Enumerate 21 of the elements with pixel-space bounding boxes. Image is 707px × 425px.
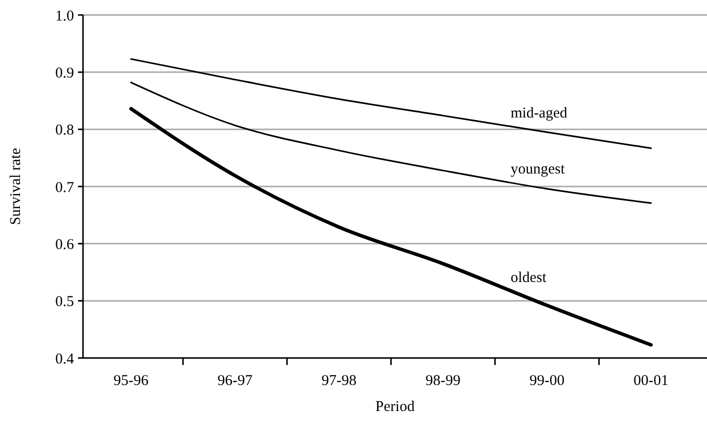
y-tick-label: 0.9 (55, 65, 74, 82)
y-tick-label: 0.6 (55, 236, 74, 253)
y-tick-label: 0.7 (55, 180, 74, 196)
x-tick-label: 98-99 (426, 373, 460, 389)
y-tick-label: 0.4 (55, 351, 74, 368)
y-tick-label: 0.8 (55, 122, 74, 139)
x-tick-label: 97-98 (322, 373, 356, 389)
series-label: mid-aged (510, 105, 568, 122)
x-tick-label: 96-97 (218, 373, 253, 389)
y-axis-title: Survival rate (8, 148, 24, 226)
line-series (130, 82, 652, 204)
series-label: oldest (510, 270, 548, 286)
y-tick-label: 1.0 (55, 8, 74, 24)
x-tick-label: 00-01 (634, 373, 668, 389)
y-tick-label: 0.5 (55, 294, 74, 310)
x-tick-label: 95-96 (114, 373, 149, 389)
x-axis-title: Period (375, 399, 416, 415)
x-tick-label: 99-00 (530, 373, 564, 389)
line-series (129, 107, 653, 347)
line-series (130, 58, 652, 149)
series-label: youngest (510, 161, 566, 178)
